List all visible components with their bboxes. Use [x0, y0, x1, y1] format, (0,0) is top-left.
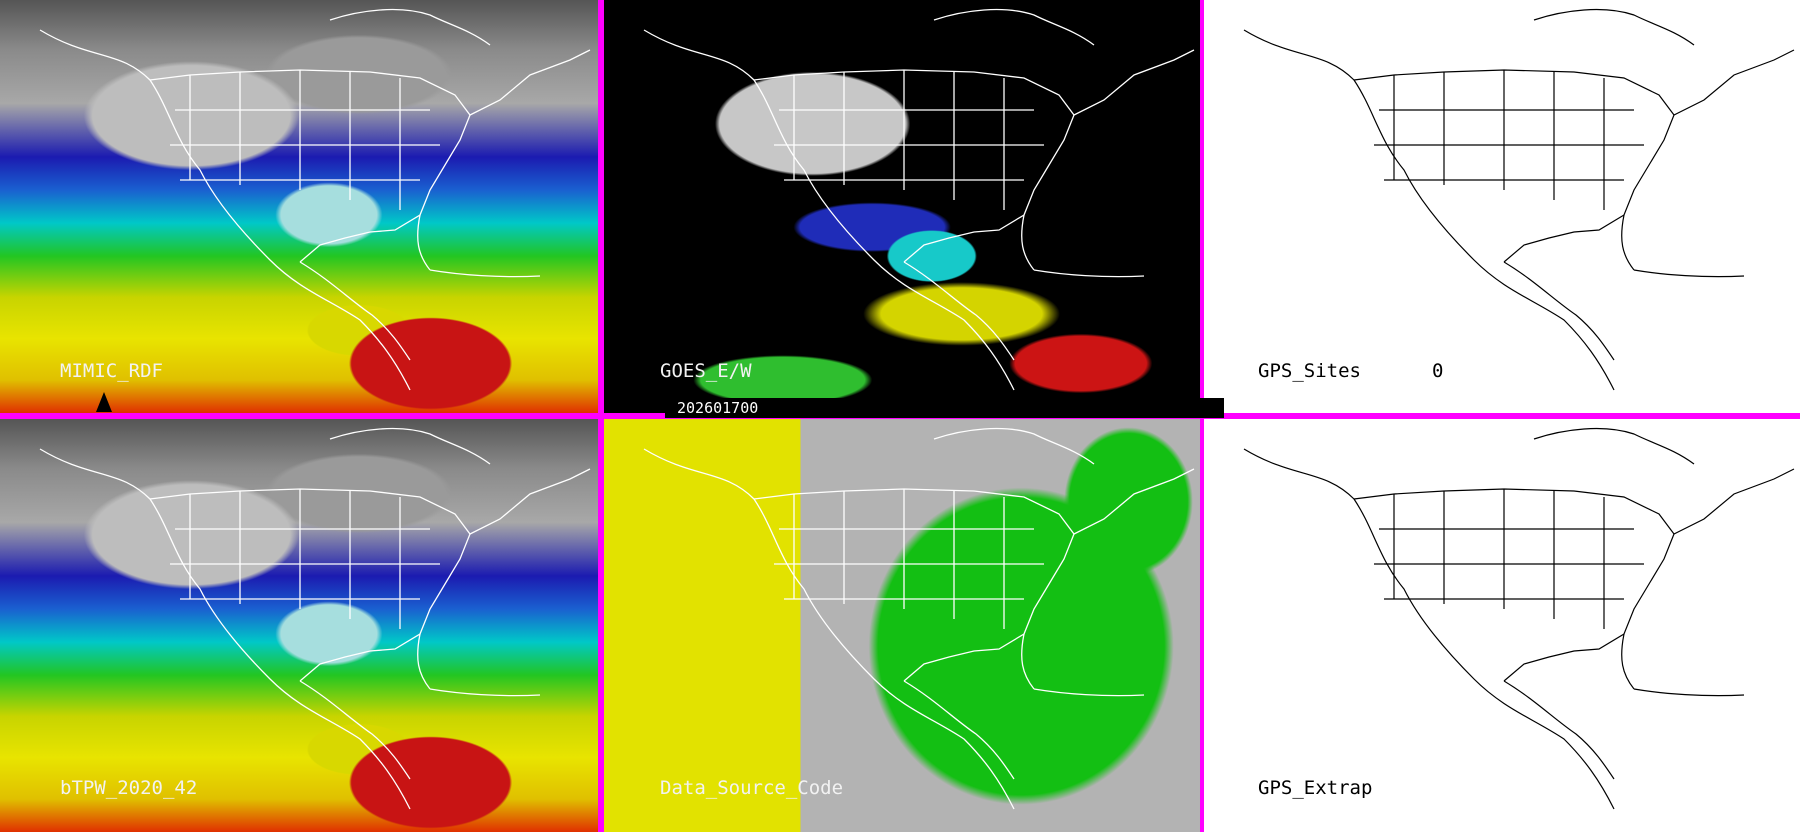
- panel-label: Data_Source_Code: [660, 777, 844, 799]
- gps-extrap-panel: GPS_Extrap: [1204, 419, 1800, 832]
- map-outline: [1243, 8, 1795, 391]
- panel-label: MIMIC_RDF: [60, 360, 163, 382]
- coastline-overlay: [39, 427, 591, 810]
- source-map-image: [604, 419, 1200, 832]
- satellite-image: [604, 0, 1200, 413]
- gps-site-count: 0: [1432, 360, 1444, 382]
- map-outline: [1243, 427, 1795, 810]
- coastline-overlay: [643, 427, 1195, 810]
- coastline-overlay: [643, 8, 1195, 391]
- panel-label: GOES_E/W: [660, 360, 752, 382]
- goes-ew-panel: GOES_E/W: [604, 0, 1200, 413]
- timestamp-label: 202601700: [665, 398, 1224, 418]
- gps-sites-panel: GPS_Sites 0: [1204, 0, 1800, 413]
- data-source-code-panel: Data_Source_Code: [604, 419, 1200, 832]
- panel-label: GPS_Extrap: [1258, 777, 1373, 799]
- triangle-marker-icon: [96, 392, 112, 412]
- panel-label: GPS_Sites: [1258, 360, 1361, 382]
- panel-label: bTPW_2020_42: [60, 777, 198, 799]
- btpw-panel: bTPW_2020_42: [0, 419, 598, 832]
- coastline-overlay: [39, 8, 591, 391]
- mimic-rdf-panel: MIMIC_RDF: [0, 0, 598, 413]
